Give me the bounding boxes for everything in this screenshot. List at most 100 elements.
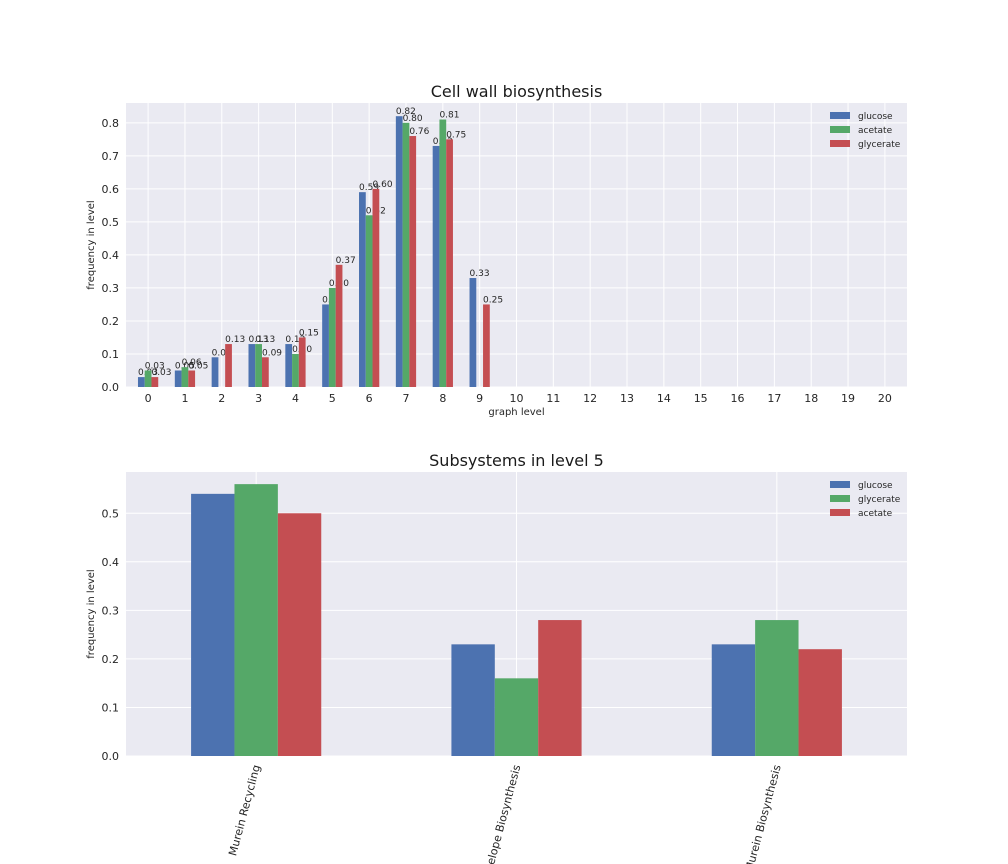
legend-swatch-glycerate — [830, 140, 850, 147]
y-axis-label: frequency in level — [86, 569, 97, 658]
bar-glucose — [395, 116, 403, 388]
data-label: 0.09 — [212, 348, 232, 358]
data-label: 0.03 — [145, 361, 165, 371]
x-tick-label: 3 — [255, 392, 262, 405]
data-label: 0.13 — [255, 335, 275, 345]
y-tick-label: 0.2 — [102, 315, 120, 328]
bar-glycerate — [483, 304, 490, 387]
data-label: 0.13 — [285, 335, 305, 345]
data-label: 0.13 — [225, 335, 245, 345]
bar-acetate — [328, 287, 336, 387]
x-tick-label: 9 — [476, 392, 483, 405]
data-label: 0.75 — [446, 130, 466, 140]
data-label: 0.33 — [470, 269, 490, 279]
x-tick-label: 4 — [292, 392, 299, 405]
legend-label-acetate: acetate — [858, 509, 893, 519]
x-tick-label: 5 — [329, 392, 336, 405]
data-label: 0.81 — [439, 111, 459, 121]
data-label: 0.37 — [336, 256, 356, 266]
bar-glycerate — [234, 484, 278, 756]
bar-glucose — [285, 344, 293, 387]
y-tick-label: 0.6 — [102, 183, 120, 196]
chart-subsystems-in-level-5: Subsystems in level 5 frequency in level… — [86, 451, 907, 864]
bar-acetate — [277, 513, 322, 756]
x-tick-label: 8 — [439, 392, 446, 405]
legend-swatch-acetate — [830, 126, 850, 133]
data-label: 0.59 — [359, 183, 379, 193]
legend-swatch-glucose — [830, 481, 850, 488]
bar-acetate — [538, 620, 582, 756]
bar-glycerate — [225, 344, 232, 387]
legend-swatch-acetate — [830, 509, 850, 516]
y-tick-label: 0.8 — [102, 117, 120, 130]
bar-glucose — [432, 145, 440, 387]
x-axis-label: graph level — [488, 407, 544, 418]
bar-acetate — [255, 344, 262, 387]
bar-acetate — [365, 215, 373, 387]
y-axis-label: frequency in level — [86, 200, 97, 289]
data-label: 0.82 — [396, 107, 416, 117]
data-label: 0.03 — [151, 368, 171, 378]
x-tick-label: elope Biosynthesis — [484, 763, 523, 864]
bar-glycerate — [298, 337, 306, 387]
y-tick-label: 0.1 — [102, 701, 120, 714]
bar-glycerate — [755, 620, 799, 756]
bar-glycerate — [151, 377, 159, 387]
legend-label-glucose: glucose — [858, 481, 893, 491]
legend: glucose glycerate acetate — [830, 481, 901, 519]
x-tick-label: 10 — [510, 392, 524, 405]
legend-swatch-glucose — [830, 112, 850, 119]
legend-label-glycerate: glycerate — [858, 495, 901, 505]
bar-glucose — [137, 377, 145, 387]
bar-acetate — [144, 370, 152, 387]
x-tick-label: 17 — [767, 392, 781, 405]
bar-acetate — [402, 122, 410, 387]
legend: glucose acetate glycerate — [830, 112, 901, 150]
y-tick-label: 0.5 — [102, 216, 120, 229]
bar-glucose — [248, 344, 256, 387]
data-label: 0.05 — [175, 361, 195, 371]
x-tick-label: 16 — [731, 392, 745, 405]
x-tick-label: 0 — [145, 392, 152, 405]
bar-acetate — [181, 367, 189, 387]
data-label: 0.06 — [182, 358, 202, 368]
bar-glycerate — [188, 370, 196, 387]
x-tick-label: 19 — [841, 392, 855, 405]
bar-glycerate — [372, 188, 380, 387]
data-label: 0.76 — [409, 127, 429, 137]
x-tick-label: Murein Biosynthesis — [743, 763, 784, 864]
x-tick-label: 13 — [620, 392, 634, 405]
bar-acetate — [292, 353, 299, 387]
y-tick-label: 0.7 — [102, 150, 120, 163]
y-tick-label: 0.0 — [102, 381, 120, 394]
data-label: 0.25 — [483, 295, 503, 305]
x-tick-label: 12 — [583, 392, 597, 405]
data-label: 0.05 — [188, 361, 208, 371]
y-tick-label: 0.2 — [102, 653, 120, 666]
y-tick-label: 0.0 — [102, 750, 120, 763]
bar-glycerate — [261, 357, 269, 387]
x-tick-label: 18 — [804, 392, 818, 405]
x-tick-label: 1 — [181, 392, 188, 405]
bar-glycerate — [409, 136, 417, 387]
bar-acetate — [439, 119, 447, 387]
bar-acetate — [798, 649, 842, 756]
data-label: 0.60 — [373, 180, 393, 190]
x-tick-label: 20 — [878, 392, 892, 405]
legend-label-acetate: acetate — [858, 126, 893, 136]
legend-swatch-glycerate — [830, 495, 850, 502]
bar-glucose — [322, 304, 329, 387]
x-tick-label: Murein Recycling — [226, 763, 263, 857]
x-tick-label: 2 — [218, 392, 225, 405]
bar-glycerate — [494, 678, 539, 756]
bar-glycerate — [335, 264, 343, 387]
chart-title: Subsystems in level 5 — [429, 451, 604, 470]
x-tick-label: 7 — [402, 392, 409, 405]
plot-area: 0.00.10.20.30.40.50.60.70.80.030.050.090… — [102, 103, 907, 405]
bar-glucose — [711, 644, 756, 756]
x-tick-label: 6 — [366, 392, 373, 405]
bar-glucose — [191, 493, 235, 756]
bar-glucose — [359, 192, 366, 387]
y-tick-label: 0.4 — [102, 556, 120, 569]
